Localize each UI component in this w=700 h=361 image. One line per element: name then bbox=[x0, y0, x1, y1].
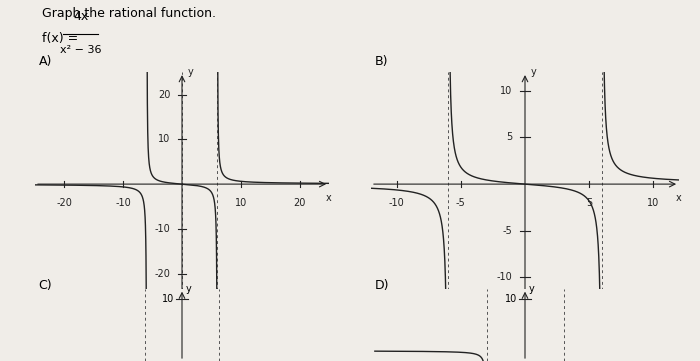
Text: x² − 36: x² − 36 bbox=[60, 45, 102, 55]
Text: A): A) bbox=[38, 55, 52, 68]
Text: D): D) bbox=[374, 279, 389, 292]
Text: f(x) =: f(x) = bbox=[42, 32, 78, 45]
Text: 20: 20 bbox=[293, 197, 306, 208]
Text: y: y bbox=[188, 67, 194, 77]
Text: -10: -10 bbox=[116, 197, 131, 208]
Text: y: y bbox=[529, 284, 535, 294]
Text: 20: 20 bbox=[158, 90, 170, 100]
Text: x: x bbox=[676, 193, 682, 203]
Text: 10: 10 bbox=[162, 294, 175, 304]
Text: 4x: 4x bbox=[73, 10, 88, 23]
Text: -10: -10 bbox=[389, 197, 405, 208]
Text: y: y bbox=[186, 284, 191, 294]
Text: -5: -5 bbox=[503, 226, 512, 236]
Text: 5: 5 bbox=[506, 132, 512, 143]
Text: -20: -20 bbox=[57, 197, 72, 208]
Text: Graph the rational function.: Graph the rational function. bbox=[42, 7, 216, 20]
Text: 10: 10 bbox=[500, 86, 512, 96]
Text: B): B) bbox=[374, 55, 388, 68]
Text: 10: 10 bbox=[505, 294, 517, 304]
Text: x: x bbox=[326, 193, 332, 203]
Text: 10: 10 bbox=[234, 197, 247, 208]
Text: -5: -5 bbox=[456, 197, 466, 208]
Text: -20: -20 bbox=[155, 269, 170, 279]
Text: C): C) bbox=[38, 279, 52, 292]
Text: 10: 10 bbox=[648, 197, 659, 208]
Text: 10: 10 bbox=[158, 134, 170, 144]
Text: -10: -10 bbox=[497, 272, 512, 282]
Text: -10: -10 bbox=[155, 224, 170, 234]
Text: y: y bbox=[531, 67, 537, 77]
Text: 5: 5 bbox=[586, 197, 592, 208]
